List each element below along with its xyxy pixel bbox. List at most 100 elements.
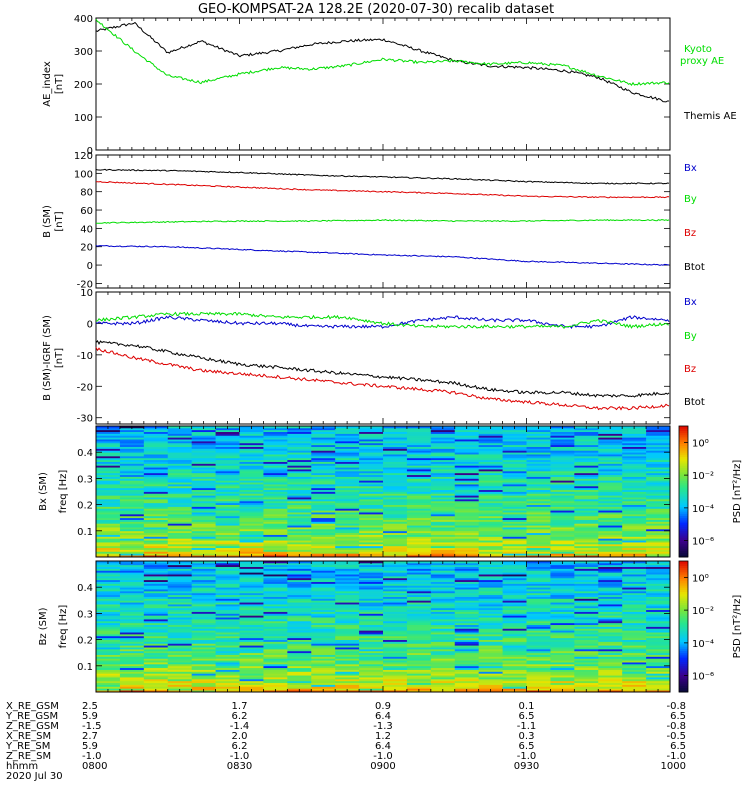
colorbar-step: [679, 495, 688, 499]
spectrogram-cell: [646, 598, 671, 601]
spectrogram-cell: [96, 545, 121, 549]
colorbar-step: [679, 471, 688, 475]
spectrogram-cell: [311, 594, 336, 597]
spectrogram-cell: [406, 444, 432, 447]
spectrogram-cell: [430, 607, 456, 611]
spectrogram-cell: [574, 615, 599, 618]
colorbar-step: [679, 657, 688, 660]
spectrogram-cell: [622, 626, 647, 629]
spectrogram-cell: [454, 459, 480, 462]
spectrogram-cell: [215, 579, 240, 582]
legend-kyoto: Kyoto: [684, 44, 712, 55]
spectrogram-cell: [502, 643, 527, 646]
spectrogram-cell: [526, 658, 551, 661]
spectrogram-cell: [526, 600, 551, 603]
spectrogram-cell: [96, 457, 121, 461]
spectrogram-cell: [311, 639, 336, 642]
spectrogram-cell: [430, 470, 456, 474]
colorbar-step: [679, 498, 688, 501]
spectrogram-cell: [119, 542, 145, 545]
spectrogram-cell: [622, 686, 647, 689]
spectrogram-cell: [502, 446, 527, 449]
spectrogram-cell: [430, 476, 456, 479]
spectrogram-cell: [574, 663, 599, 667]
spectrogram-cell: [550, 587, 575, 590]
ephemeris-value: -0.8: [666, 721, 686, 732]
colorbar-step: [679, 528, 688, 532]
spectrogram-cell: [383, 508, 408, 511]
spectrogram-cell: [191, 590, 216, 594]
spectrogram-cell: [478, 487, 503, 491]
spectrogram-cell: [263, 478, 288, 481]
spectrogram-cell: [406, 431, 432, 434]
spectrogram-cell: [96, 590, 121, 594]
spectrogram-cell: [383, 630, 408, 633]
colorbar-step: [679, 615, 688, 619]
spectrogram-cell: [167, 667, 193, 670]
spectrogram-cell: [359, 577, 384, 581]
spectrogram-cell: [622, 596, 647, 599]
spectrogram-cell: [430, 596, 456, 599]
spectrogram-cell: [406, 525, 432, 528]
spectrogram-cell: [215, 665, 240, 669]
spectrogram-cell: [335, 669, 360, 672]
spectrogram-cell: [215, 467, 240, 470]
ephemeris-value: -1.5: [82, 721, 102, 732]
spectrogram-cell: [526, 472, 551, 476]
spectrogram-cell: [598, 515, 623, 519]
spectrogram-cell: [430, 579, 456, 582]
spectrogram-cell: [598, 667, 623, 670]
spectrogram-cell: [502, 437, 527, 440]
spectrogram-cell: [143, 658, 169, 661]
spectrogram-cell: [550, 660, 575, 663]
spectrogram-cell: [598, 566, 623, 569]
panel-bx_psd: 0.10.20.30.4Bx (SM) freq [Hz]10⁰10⁻²10⁻⁴1…: [38, 425, 743, 558]
y-tick-label: 0.1: [77, 527, 93, 538]
spectrogram-cell: [383, 444, 408, 447]
spectrogram-cell: [383, 538, 408, 541]
spectrogram-cell: [359, 470, 384, 474]
spectrogram-cell: [359, 680, 384, 684]
spectrogram-cell: [119, 619, 145, 622]
spectrogram-cell: [287, 575, 312, 579]
spectrogram-cell: [526, 502, 551, 505]
spectrogram-cell: [526, 619, 551, 622]
spectrogram-cell: [430, 589, 456, 592]
colorbar-step: [679, 458, 688, 462]
spectrogram-cell: [215, 671, 240, 674]
spectrogram-cell: [96, 589, 121, 592]
y-tick-label: 120: [74, 151, 93, 162]
spectrogram-cell: [311, 572, 336, 575]
spectrogram-cell: [574, 461, 599, 464]
spectrogram-cell: [215, 476, 240, 479]
spectrogram-cell: [646, 624, 671, 627]
spectrogram-cell: [383, 547, 408, 550]
spectrogram-cell: [239, 551, 264, 554]
spectrogram-cell: [622, 675, 647, 678]
spectrogram-cell: [143, 476, 169, 479]
spectrogram-cell: [646, 663, 671, 667]
spectrogram-cell: [478, 491, 503, 494]
spectrogram-cell: [119, 585, 145, 588]
spectrogram-cell: [550, 613, 575, 616]
spectrogram-cell: [119, 470, 145, 474]
spectrogram-cell: [239, 538, 264, 541]
spectrogram-cell: [239, 639, 264, 642]
spectrogram-cell: [359, 652, 384, 655]
spectrogram-cell: [287, 508, 312, 511]
spectrogram-cell: [167, 639, 193, 642]
spectrogram-cell: [311, 645, 336, 648]
spectrogram-cell: [143, 538, 169, 541]
y-tick-label: 0: [87, 146, 93, 157]
spectrogram-cell: [550, 489, 575, 492]
spectrogram-cell: [191, 617, 216, 620]
spectrogram-cell: [96, 510, 121, 513]
spectrogram-cell: [526, 660, 551, 663]
spectrogram-cell: [550, 491, 575, 494]
spectrogram-cell: [406, 530, 432, 534]
spectrogram-cell: [454, 628, 480, 631]
spectrogram-cell: [167, 680, 193, 684]
y-tick-label: 200: [74, 80, 93, 91]
y-tick-label: -20: [77, 382, 93, 393]
